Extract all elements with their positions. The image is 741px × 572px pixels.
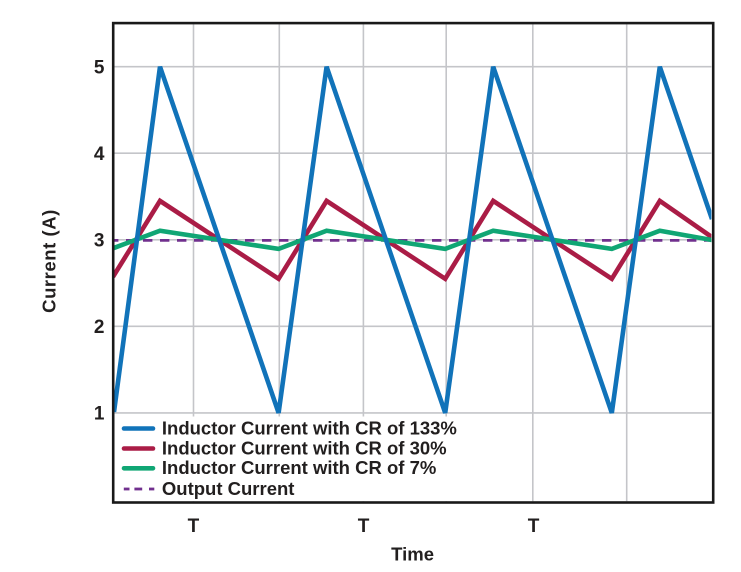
- svg-text:T: T: [188, 516, 200, 537]
- svg-text:Inductor Current with CR of 13: Inductor Current with CR of 133%: [162, 418, 457, 439]
- svg-text:3: 3: [94, 231, 105, 252]
- svg-text:Current (A): Current (A): [38, 209, 59, 313]
- svg-text:Inductor Current with CR of 30: Inductor Current with CR of 30%: [162, 437, 447, 458]
- svg-text:Output Current: Output Current: [162, 478, 295, 499]
- svg-text:4: 4: [94, 144, 105, 165]
- svg-text:Inductor Current with CR of 7%: Inductor Current with CR of 7%: [162, 457, 436, 478]
- svg-text:T: T: [358, 516, 370, 537]
- svg-text:5: 5: [94, 57, 105, 78]
- svg-text:Time: Time: [391, 543, 434, 564]
- svg-text:1: 1: [94, 404, 105, 425]
- svg-text:2: 2: [94, 317, 105, 338]
- svg-text:T: T: [528, 516, 540, 537]
